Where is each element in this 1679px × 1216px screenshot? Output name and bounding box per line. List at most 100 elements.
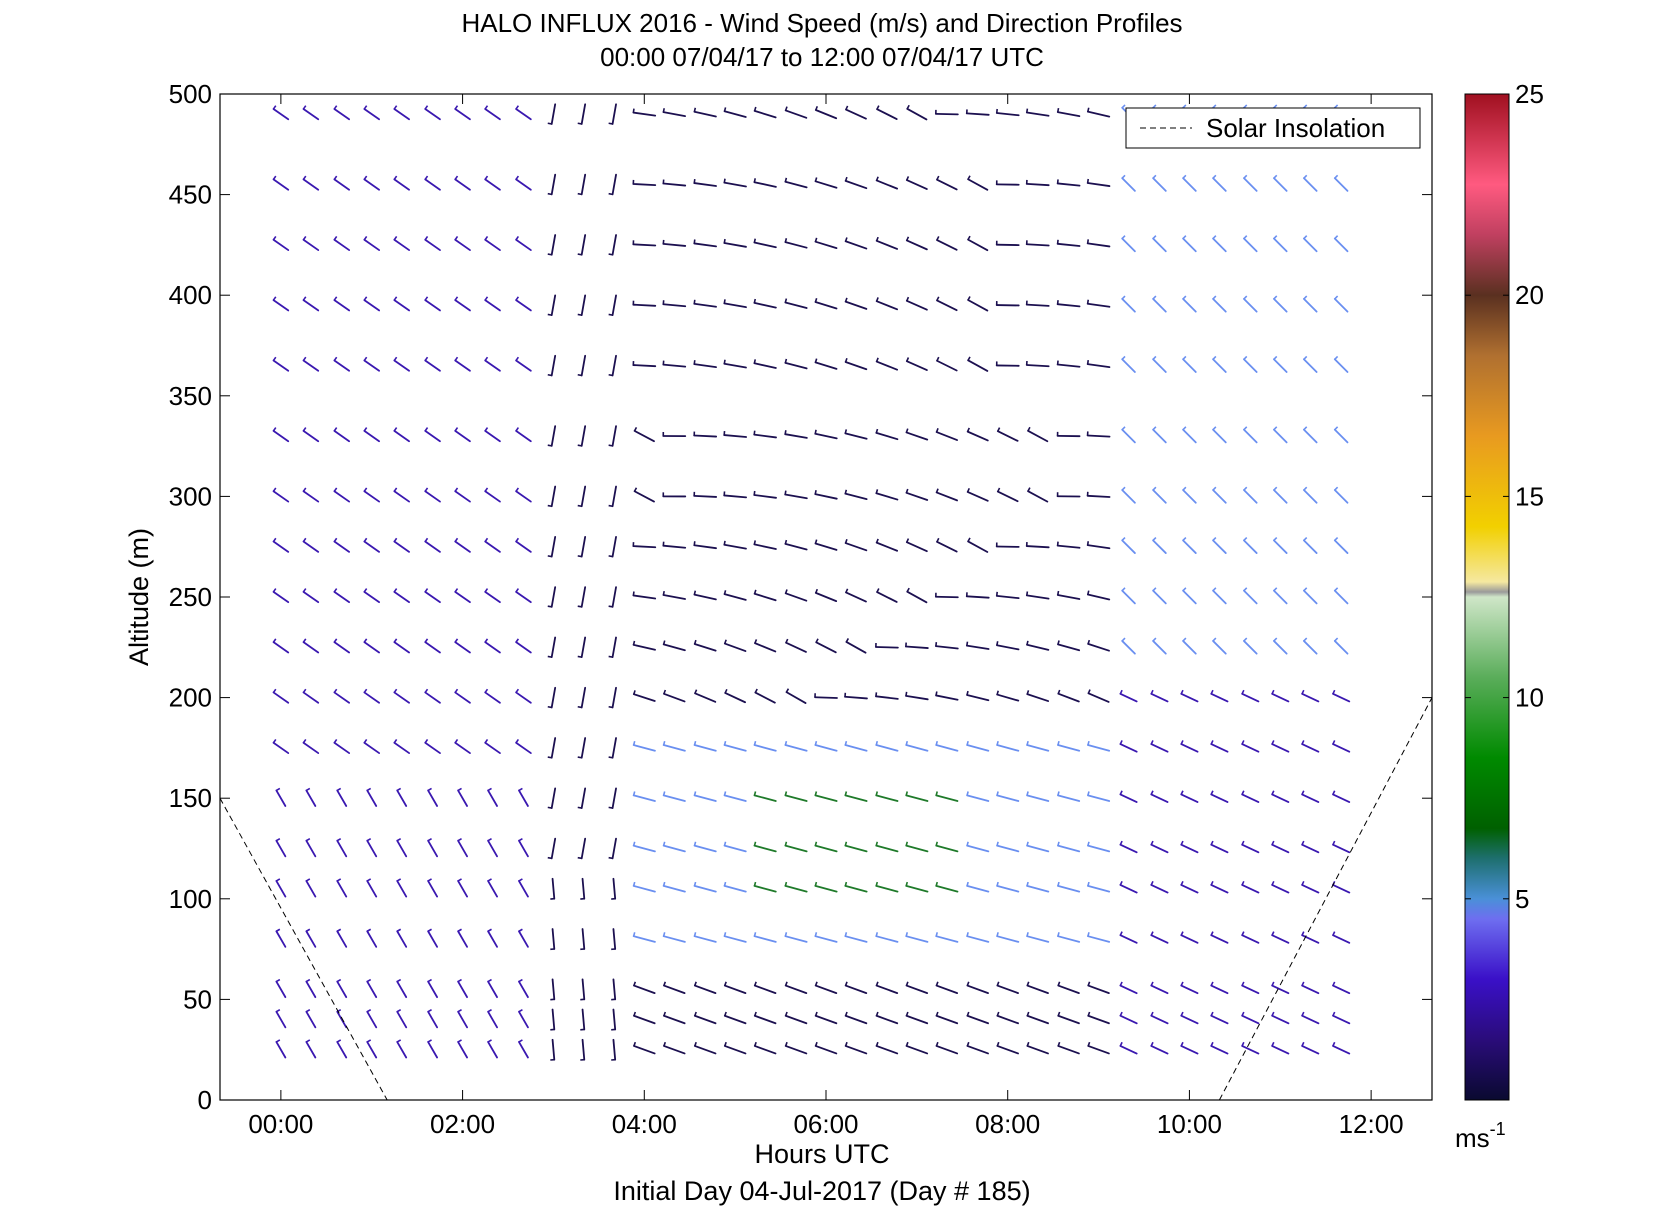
wind-barb [333,688,351,704]
wind-barb-shaft [1243,177,1258,192]
wind-barb [965,109,990,116]
chart-title: HALO INFLUX 2016 - Wind Speed (m/s) and … [461,8,1182,38]
wind-barb-shaft [753,935,777,943]
wind-barb-shaft [1333,297,1349,313]
wind-barb [935,981,959,995]
wind-barb-shaft [662,744,686,752]
wind-barb-flag [966,932,969,937]
wind-barb [663,1011,686,1025]
wind-barb-shaft [905,694,929,701]
wind-barb-flag [484,638,489,643]
wind-barb-flag [1057,881,1060,887]
wind-barb-shaft [396,839,408,858]
wind-barb [577,294,587,317]
wind-barb-shaft [753,984,777,995]
wind-barb-shaft [1026,984,1049,995]
wind-barb [662,541,687,549]
wind-barb [784,932,808,943]
wind-barb [632,740,656,752]
wind-barb-shaft [1180,692,1199,703]
wind-barb-flag [333,427,338,432]
wind-barb [608,103,617,125]
wind-barb-shaft [363,238,380,251]
wind-barb-flag [753,841,757,846]
wind-barb-shaft [1332,984,1351,995]
wind-barb [1026,791,1050,802]
wind-barb-shaft [454,490,471,503]
wind-barb-shaft [935,884,959,893]
wind-barb [1301,790,1320,803]
wind-barb-shaft [875,1014,899,1025]
wind-barb-flag [753,490,756,496]
wind-barb-flag [518,787,523,792]
wind-barb-flag [1243,295,1248,300]
wind-barb-shaft [1182,177,1197,192]
wind-barb [1241,689,1260,703]
wind-barb [633,1041,656,1055]
wind-barb [723,590,747,601]
wind-barb [1243,486,1258,504]
wind-barb-flag [1121,104,1126,109]
y-axis-label: Altitude (m) [124,528,154,666]
wind-barb-flag [1086,239,1090,244]
wind-barb [608,636,617,659]
wind-barb-flag [785,688,790,693]
wind-barb [1086,239,1111,248]
wind-barb-shaft [1152,237,1167,253]
wind-barb [454,236,471,251]
wind-barb-shaft [454,741,471,754]
wind-barb-flag [966,427,970,432]
wind-barb-shaft [518,1010,529,1029]
wind-barb [484,588,501,604]
wind-barb-flag [753,740,757,746]
wind-barb-shaft [967,540,989,553]
wind-barb [723,540,747,550]
wind-barb [336,878,348,898]
wind-barb-flag [1057,932,1060,937]
wind-barb [363,105,380,121]
wind-barb [454,175,471,191]
wind-barb [1243,235,1258,253]
wind-barb-shaft [785,641,807,653]
wind-barb-flag [515,588,520,593]
wind-barb-flag [427,928,432,932]
wind-barb-shaft [484,429,501,443]
wind-barb [484,427,501,443]
wind-barb [518,878,529,898]
wind-barb-flag [305,1039,311,1043]
wind-barb-flag [515,739,520,744]
wind-barb-shaft [1087,884,1111,893]
wind-barb-flag [1301,981,1305,986]
wind-barb-flag [1086,541,1090,546]
wind-barb-shaft [753,1045,777,1055]
wind-barb-flag [1334,104,1339,109]
wind-barb-flag [336,1039,342,1043]
wind-barb-flag [518,978,523,983]
wind-barb [305,928,317,948]
wind-barb-shaft [1025,243,1050,247]
wind-barb-shaft [905,744,929,752]
wind-barb [366,838,378,858]
wind-barb [1057,881,1081,893]
wind-barb-shaft [393,691,410,704]
wind-barb-shaft [875,844,899,853]
wind-barb [1301,931,1320,944]
wind-barb-shaft [1025,111,1050,117]
wind-barb [393,236,410,251]
wind-barb [1119,981,1138,995]
wind-barb-flag [753,791,757,796]
wind-barb-shaft [1180,793,1199,803]
wind-barb-shaft [693,110,717,118]
wind-barb-flag [457,787,462,792]
wind-barb-shaft [457,1041,468,1059]
wind-barb-shaft [905,935,929,943]
wind-barb-shaft [272,641,290,654]
x-tick-label: 04:00 [612,1109,677,1139]
wind-barb [693,881,717,893]
wind-barb-flag [484,175,489,180]
wind-barb-flag [487,787,492,792]
wind-barb-flag [1121,486,1126,491]
wind-barb-shaft [905,794,929,802]
wind-barb-shaft [876,108,898,120]
wind-barb [632,690,656,702]
